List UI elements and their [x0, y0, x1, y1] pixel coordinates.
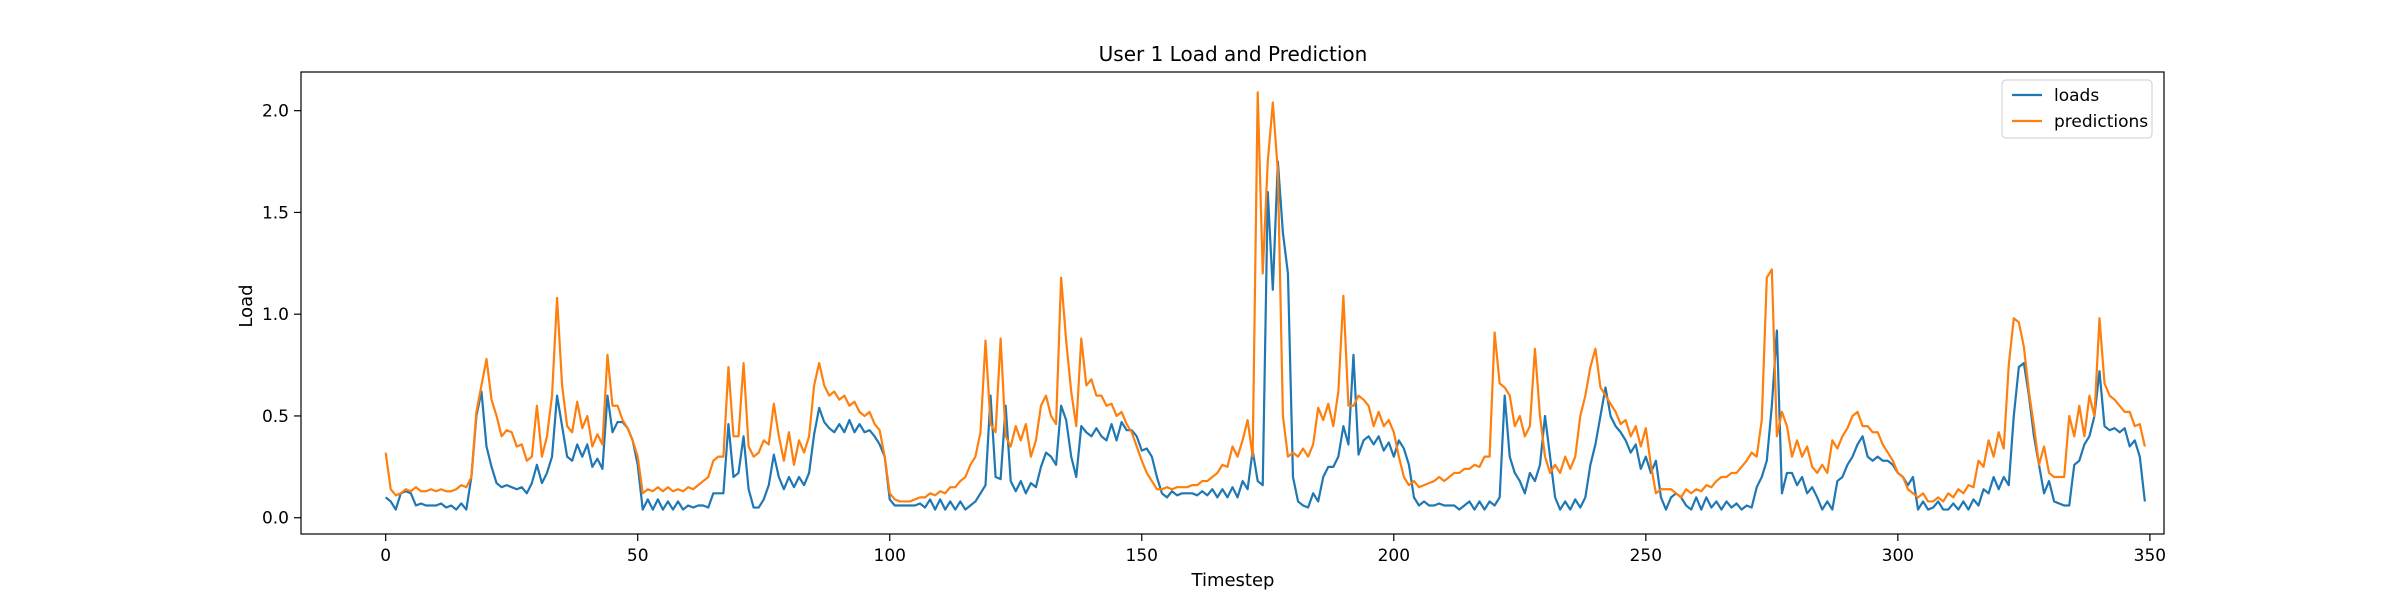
axes-frame [300, 71, 2165, 535]
series-line-loads [384, 160, 2146, 511]
y-tick-label: 1.0 [262, 305, 289, 325]
y-axis-label: Load [236, 284, 257, 327]
x-axis-ticks: 0 50 100 150 200 250 300 350 [380, 534, 2166, 566]
chart-title: User 1 Load and Prediction [1099, 42, 1368, 66]
x-tick-label: 250 [1630, 546, 1662, 566]
y-tick-label: 2.0 [262, 102, 289, 122]
x-tick-label: 150 [1126, 546, 1158, 566]
legend-label-loads: loads [2054, 86, 2099, 106]
y-tick-label: 0.0 [262, 509, 289, 529]
x-tick-label: 0 [380, 546, 391, 566]
legend-label-predictions: predictions [2054, 112, 2148, 132]
y-tick-label: 0.5 [262, 407, 289, 427]
x-tick-label: 100 [874, 546, 906, 566]
x-tick-label: 50 [627, 546, 649, 566]
series-layer [384, 91, 2146, 511]
y-tick-label: 1.5 [262, 203, 289, 223]
x-axis-label: Timestep [1191, 570, 1275, 591]
x-tick-label: 300 [1882, 546, 1914, 566]
x-tick-label: 200 [1378, 546, 1410, 566]
plot-area: 0 50 100 150 200 250 300 350 0.0 0.5 1.0 1.5 2.0 [262, 71, 2166, 566]
y-axis-ticks: 0.0 0.5 1.0 1.5 2.0 [262, 102, 301, 529]
legend: loads predictions [2001, 79, 2153, 139]
x-tick-label: 350 [2134, 546, 2166, 566]
series-line-predictions [384, 91, 2146, 503]
